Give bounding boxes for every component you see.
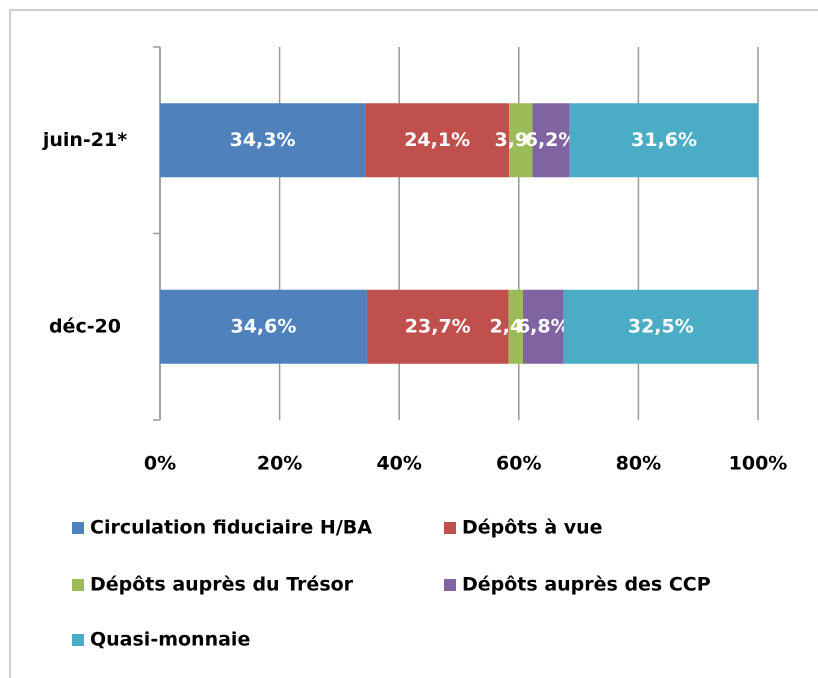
bar-segment [563, 289, 758, 364]
bar-segment [522, 289, 564, 364]
bar-segment [532, 103, 570, 178]
data-label: 31,6% [631, 129, 697, 151]
bar-segment [160, 103, 366, 178]
legend-label: Quasi-monnaie [90, 629, 250, 651]
bar-segment [160, 289, 367, 364]
data-label: 34,6% [230, 315, 296, 337]
data-label: 6,8% [517, 315, 570, 337]
legend-swatch [72, 522, 84, 534]
legend-label: Dépôts à vue [462, 517, 603, 539]
data-label: 23,7% [405, 315, 471, 337]
bar-segment [509, 103, 533, 178]
legend-swatch [444, 579, 456, 591]
bar-segment [365, 103, 510, 178]
legend-swatch [444, 522, 456, 534]
data-label: 6,2% [525, 129, 578, 151]
legend-swatch [72, 634, 84, 646]
bar-segment [508, 289, 523, 364]
legend-label: Dépôts auprès des CCP [462, 574, 711, 596]
y-tick-label: déc-20 [49, 315, 121, 337]
x-tick-label: 20% [257, 453, 302, 475]
x-tick-label: 80% [616, 453, 661, 475]
bar-segment [569, 103, 759, 178]
x-tick-label: 0% [144, 453, 176, 475]
legend-label: Dépôts auprès du Trésor [90, 574, 354, 596]
data-label: 24,1% [404, 129, 470, 151]
data-label: 32,5% [628, 315, 694, 337]
x-tick-label: 100% [729, 453, 788, 475]
y-tick-label: juin-21* [42, 129, 127, 151]
bar-segment [366, 289, 509, 364]
legend-label: Circulation fiduciaire H/BA [90, 517, 372, 539]
legend-swatch [72, 579, 84, 591]
x-tick-label: 60% [496, 453, 541, 475]
x-tick-label: 40% [376, 453, 421, 475]
data-label: 34,3% [230, 129, 296, 151]
